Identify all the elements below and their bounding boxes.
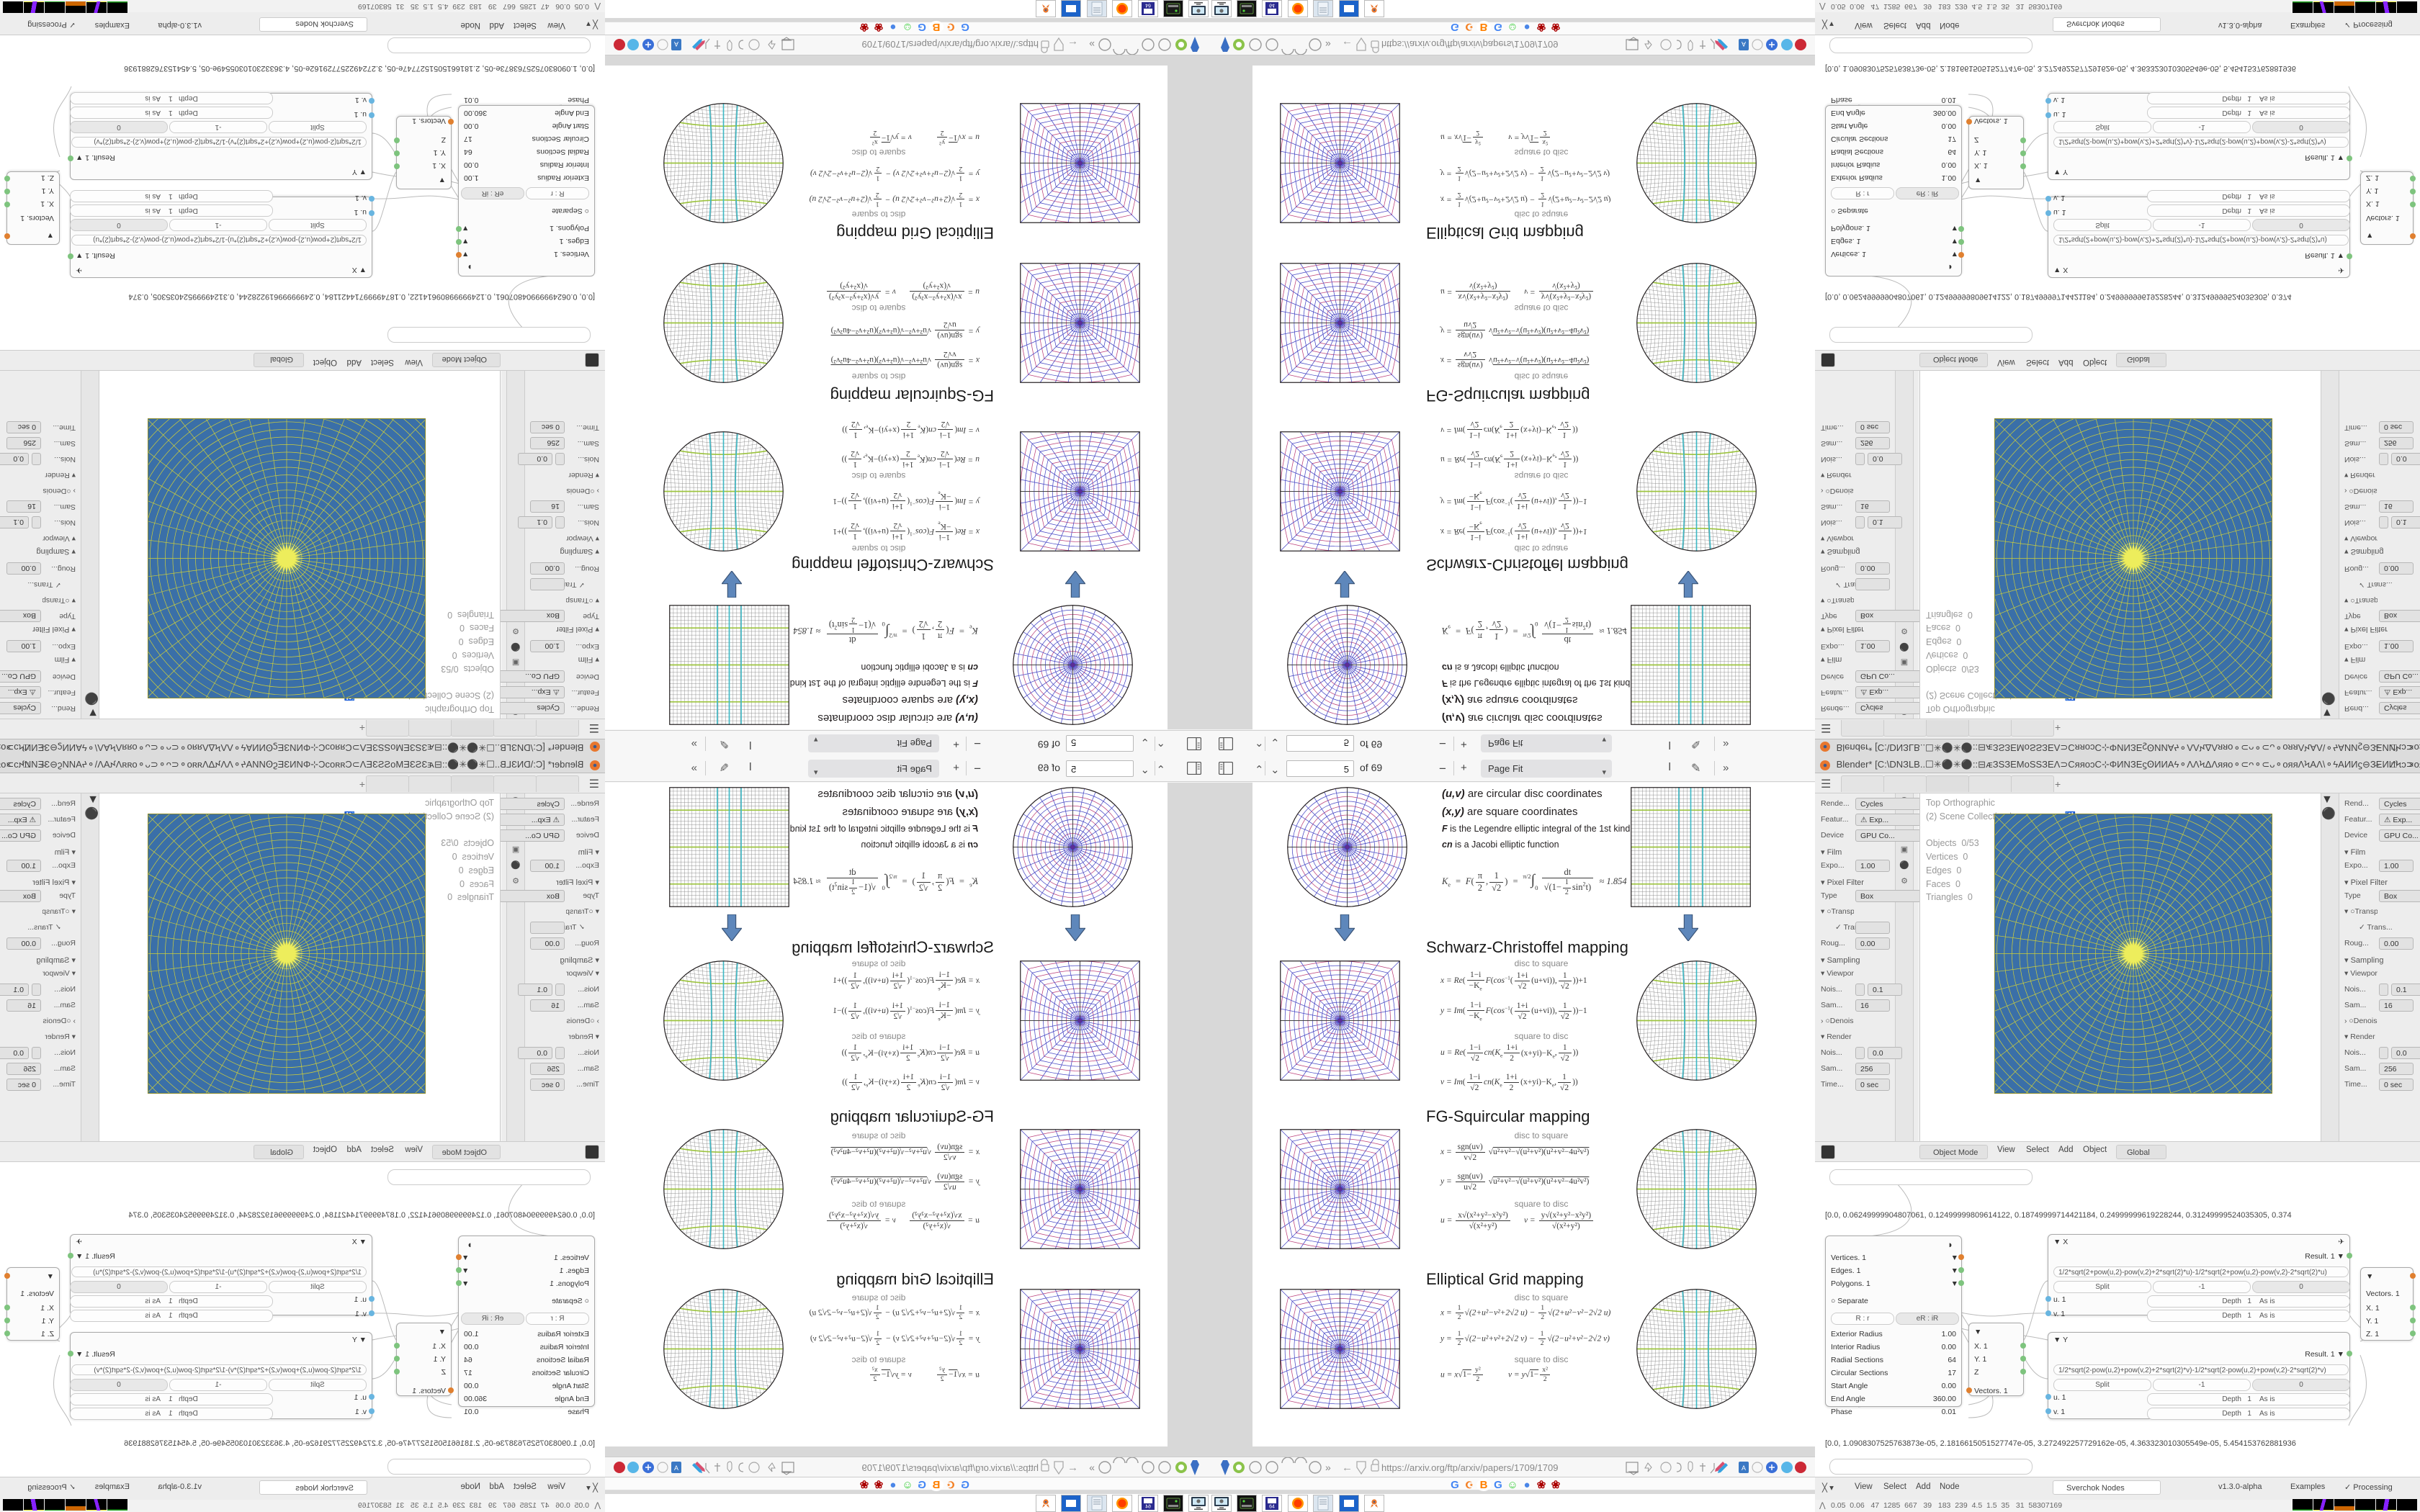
svg-text:←: ←	[1067, 1462, 1078, 1474]
svg-text:64: 64	[1145, 3, 1151, 8]
svg-text:A: A	[674, 1464, 678, 1472]
svg-text:←: ←	[1342, 38, 1353, 50]
svg-text:A: A	[674, 40, 678, 48]
svg-text:64: 64	[1270, 3, 1276, 8]
svg-text:»: »	[1089, 1462, 1095, 1473]
svg-text:A: A	[1742, 1464, 1746, 1472]
svg-text:A: A	[1742, 40, 1746, 48]
svg-text:←: ←	[1067, 38, 1078, 50]
svg-text:64: 64	[1145, 1505, 1151, 1510]
svg-text:←: ←	[1342, 1462, 1353, 1474]
svg-text:»: »	[1325, 39, 1331, 50]
svg-text:»: »	[1325, 1462, 1331, 1473]
svg-text:64: 64	[1270, 1505, 1276, 1510]
svg-text:»: »	[1089, 39, 1095, 50]
